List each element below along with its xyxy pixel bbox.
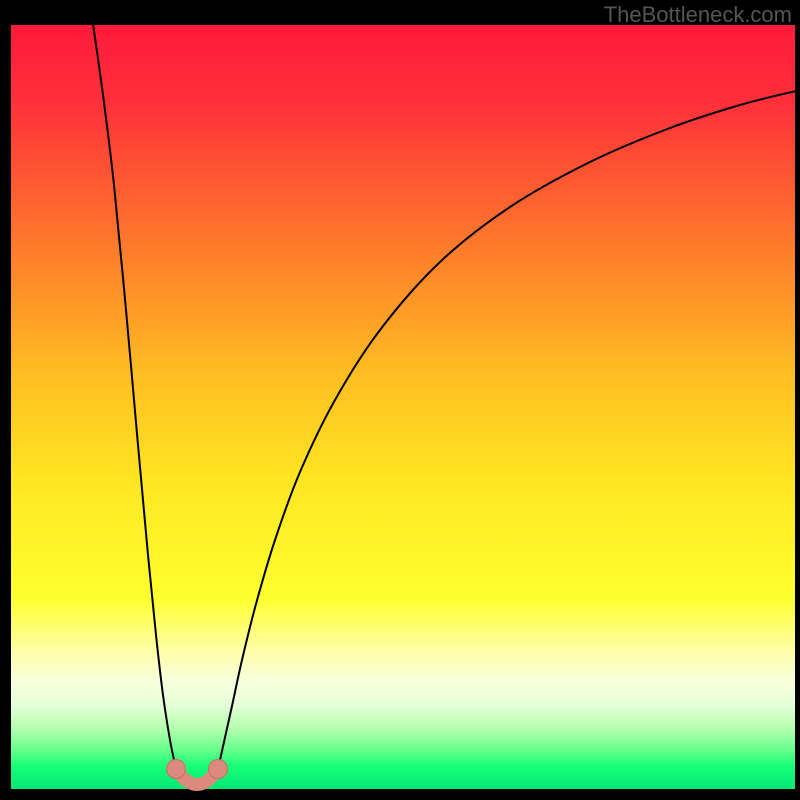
bottleneck-chart [0,0,800,800]
plot-background [11,25,795,789]
chart-container: TheBottleneck.com [0,0,800,800]
marker-point-0 [167,760,186,779]
attribution-label: TheBottleneck.com [604,2,792,28]
marker-point-1 [209,760,228,779]
